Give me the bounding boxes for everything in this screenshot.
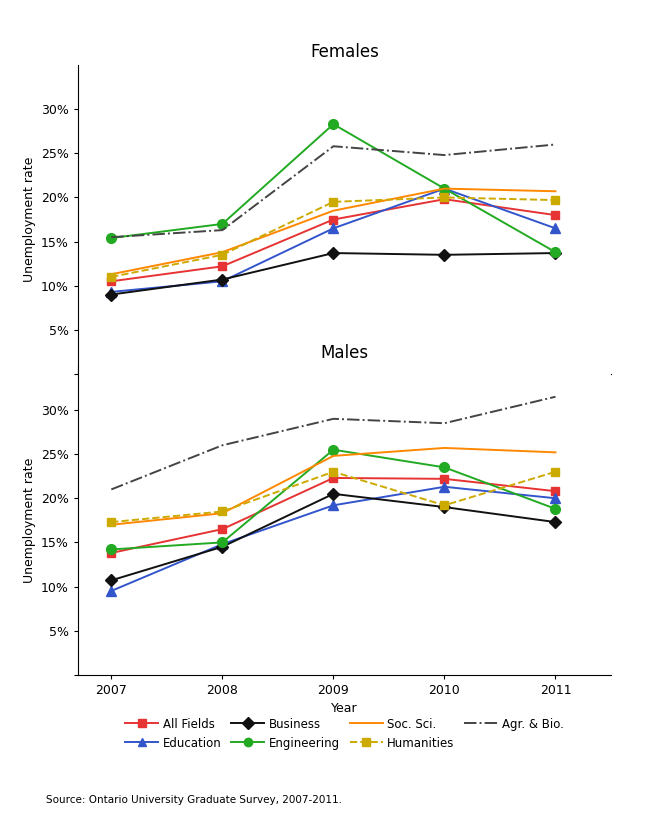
Legend: All Fields, Education, Business, Engineering, Soc. Sci., Humanities, Agr. & Bio.: All Fields, Education, Business, Enginee… (120, 713, 569, 754)
Title: Males: Males (320, 344, 369, 362)
X-axis label: Year: Year (332, 702, 358, 715)
Text: Source: Ontario University Graduate Survey, 2007-2011.: Source: Ontario University Graduate Surv… (46, 795, 341, 805)
Y-axis label: Unemployment rate: Unemployment rate (23, 458, 36, 583)
X-axis label: Year: Year (332, 402, 358, 415)
Title: Females: Females (310, 43, 379, 61)
Y-axis label: Unemployment rate: Unemployment rate (23, 157, 36, 282)
